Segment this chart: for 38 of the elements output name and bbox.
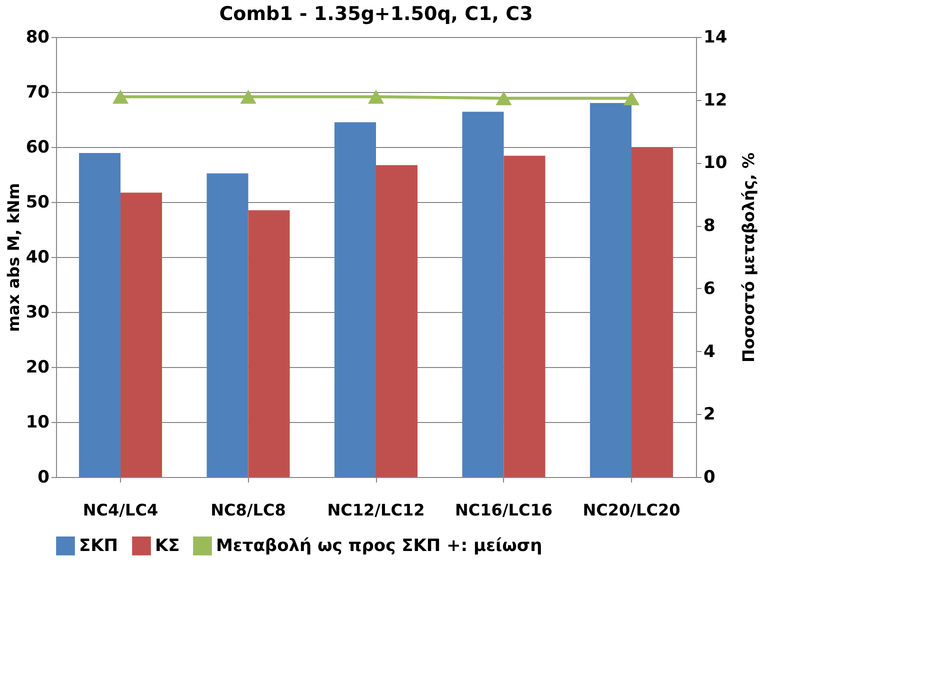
y-tick-label: 40 bbox=[26, 248, 50, 268]
bar bbox=[206, 173, 248, 477]
y2-tick-label: 10 bbox=[704, 153, 728, 174]
y2-tick-label: 2 bbox=[704, 404, 716, 425]
y2-axis-title: Ποσοστό μεταβολής, % bbox=[739, 152, 758, 363]
bar bbox=[590, 103, 632, 477]
y2-tick-label: 8 bbox=[704, 216, 716, 236]
bar bbox=[334, 122, 376, 477]
bar bbox=[631, 148, 674, 477]
y-tick-label: 80 bbox=[26, 28, 50, 48]
x-tick-label: NC8/LC8 bbox=[210, 500, 286, 520]
chart-title: Comb1 - 1.35g+1.50q, C1, C3 bbox=[219, 3, 533, 25]
y-tick-label: 20 bbox=[26, 358, 50, 378]
bar bbox=[78, 153, 121, 477]
legend-label: ΚΣ bbox=[155, 536, 180, 556]
y2-tick-label: 12 bbox=[704, 90, 728, 110]
x-tick-label: NC20/LC20 bbox=[582, 500, 680, 520]
bar bbox=[120, 192, 162, 477]
x-tick-label: NC12/LC12 bbox=[327, 500, 425, 520]
y2-tick-label: 6 bbox=[704, 278, 716, 299]
legend-label: Μεταβολή ως προς ΣΚΠ +: μείωση bbox=[216, 536, 542, 556]
y-tick-label: 50 bbox=[26, 192, 50, 212]
y-axis-title: max abs M, kNm bbox=[4, 183, 23, 332]
y-tick-label: 70 bbox=[26, 82, 50, 102]
x-tick-label: NC16/LC16 bbox=[455, 500, 552, 520]
y-tick-label: 10 bbox=[26, 412, 50, 432]
x-tick-label: NC4/LC4 bbox=[82, 500, 158, 520]
y-tick-label: 30 bbox=[26, 302, 50, 322]
y2-tick-label: 14 bbox=[704, 28, 728, 48]
legend-label: ΣΚΠ bbox=[79, 536, 118, 556]
y-tick-label: 60 bbox=[26, 138, 50, 158]
y2-tick-label: 0 bbox=[704, 468, 716, 488]
bar bbox=[248, 210, 290, 477]
y-tick-label: 0 bbox=[38, 468, 50, 488]
bar bbox=[462, 112, 504, 477]
bar bbox=[504, 156, 546, 477]
bar bbox=[376, 165, 418, 477]
y2-tick-label: 4 bbox=[704, 342, 716, 362]
